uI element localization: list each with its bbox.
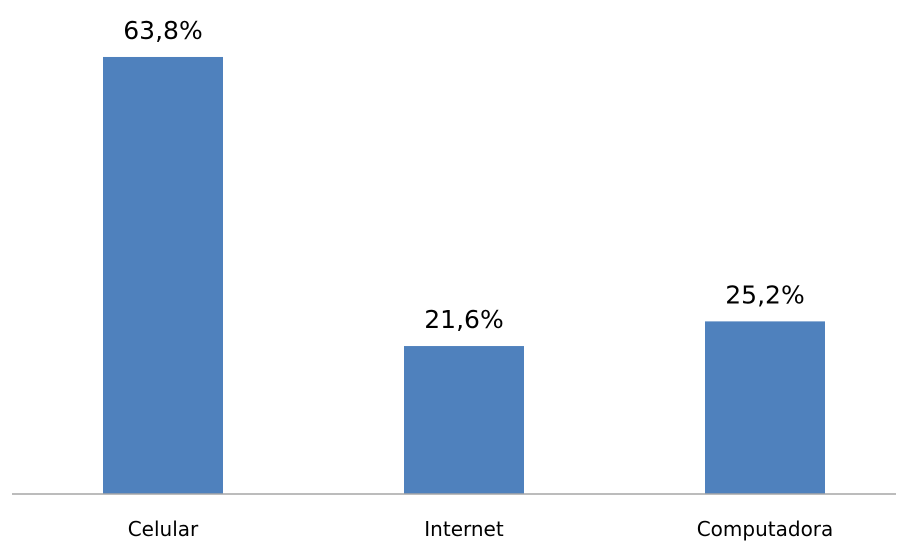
bar-computadora (705, 321, 825, 494)
value-labels-group: 63,8% 21,6% 25,2% (123, 16, 804, 334)
bars-group (103, 56, 825, 494)
data-label-celular: 63,8% (123, 16, 202, 45)
bar-celular (103, 56, 223, 494)
category-label-internet: Internet (424, 517, 504, 541)
data-label-computadora: 25,2% (725, 280, 804, 309)
bar-internet (404, 346, 524, 494)
category-label-computadora: Computadora (697, 517, 834, 541)
data-label-internet: 21,6% (424, 305, 503, 334)
category-label-celular: Celular (128, 517, 199, 541)
category-labels-group: Celular Internet Computadora (128, 517, 834, 541)
